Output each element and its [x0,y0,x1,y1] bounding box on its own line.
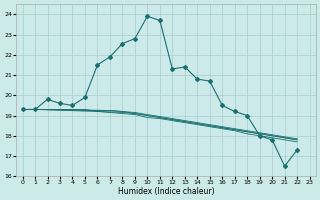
X-axis label: Humidex (Indice chaleur): Humidex (Indice chaleur) [118,187,214,196]
